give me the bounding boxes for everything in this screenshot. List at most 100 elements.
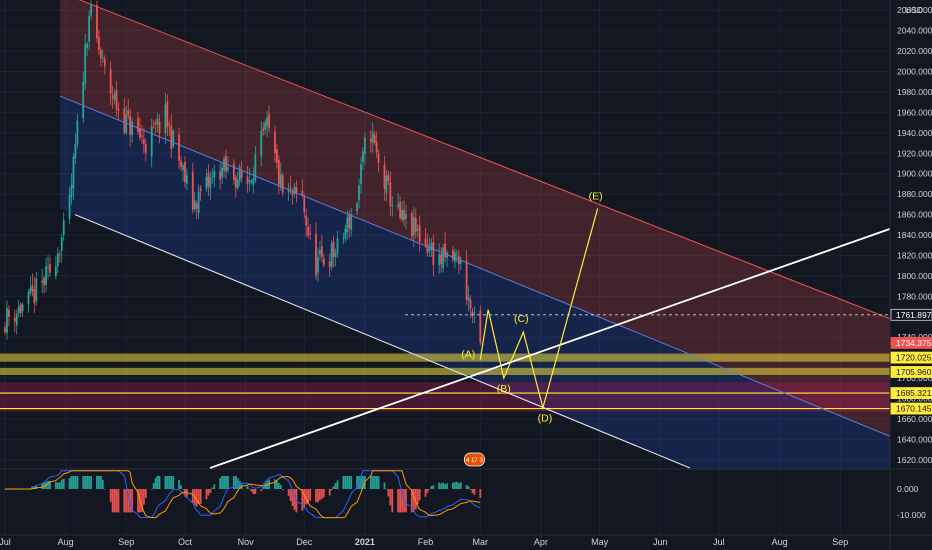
histogram-bar [182,489,184,490]
histogram-bar [150,488,153,490]
histogram-bar [428,489,431,490]
histogram-bar [309,489,312,501]
candle-body [274,131,276,153]
histogram-bar [315,489,317,502]
histogram-bar [426,489,429,493]
candle-body [410,213,413,237]
histogram-bar [211,487,214,489]
price-tag-text: 1670.145 [896,404,932,414]
histogram-bar [195,489,198,507]
histogram-bar [154,477,157,489]
y-tick-label: 1840.000 [897,230,932,240]
candle-body [152,124,155,125]
histogram-bar [342,476,345,489]
zones [0,0,890,469]
histogram-bar [432,485,435,489]
histogram-bar [129,489,132,513]
candle-body [193,200,196,209]
candle-body [455,252,458,254]
candle-body [328,261,331,267]
histogram-bar [371,476,374,489]
histogram-bar [142,489,145,505]
candle-body [465,260,468,300]
candle-body [72,156,75,188]
candle-body [291,190,294,196]
candle-body [142,139,145,145]
candle-body [358,185,360,201]
histogram-bar [170,476,173,489]
candle-body [438,254,441,266]
candle-body [360,164,362,184]
candle-body [389,182,392,206]
candle-body [268,113,270,129]
candle-body [287,189,290,193]
support-zone [0,367,890,375]
candle-body [397,204,400,208]
histogram-bar [356,476,358,489]
price-tag [890,351,932,364]
candle-body [334,253,337,257]
histogram-bar [401,489,403,513]
histogram-bar [62,478,65,489]
candle-body [29,287,32,294]
candle-body [41,280,44,283]
candle-body [178,134,180,161]
candle-body [227,167,229,170]
candle-body [168,124,171,126]
histogram-bar [164,476,167,489]
candle-body [260,131,263,157]
histogram-bar [430,485,433,489]
histogram-bar [225,476,227,489]
candle-body [350,213,353,230]
histogram-bar [293,489,296,511]
histogram-bar [168,476,171,489]
candle-body [21,304,24,312]
histogram-bar [197,489,200,505]
histogram-bar [465,484,468,489]
grid [0,0,890,535]
candle-body [320,246,323,257]
candle-body [207,172,210,187]
price-tag [890,366,932,378]
candle-body [399,202,402,219]
candle-body [401,209,403,220]
histogram-bar [103,489,106,490]
histogram-bar [301,489,304,511]
resistance-band [0,382,890,412]
candle-body [70,185,73,197]
candle-body [13,317,16,322]
histogram-bar [330,489,333,491]
histogram-bar [328,489,331,496]
candle-body [424,238,427,245]
histogram-bar [438,482,441,489]
x-tick-label: Oct [178,537,193,547]
candle-body [62,220,65,236]
candle-body [49,263,51,273]
candle-body [6,307,8,333]
histogram-bar [99,476,102,489]
candle-body [166,101,169,128]
candle-body [88,15,91,42]
support-zone [0,353,890,362]
x-tick-label: Jul [0,537,11,547]
histogram-bar [287,489,290,496]
candle-body [377,153,380,163]
candle-body [279,174,282,188]
candle-body [275,148,278,163]
candle-body [303,197,306,213]
histogram-bar [383,482,386,489]
price-tag [890,387,932,399]
price-tag-text: 1761.897 [896,310,932,320]
candle-body [82,82,85,119]
candle-body [254,154,257,181]
candle-body [4,327,6,333]
candle-body [391,205,394,206]
lower-channel-line [74,214,691,469]
histogram-bar [56,482,59,489]
histogram-bar [86,476,89,489]
wave-label: (D) [538,413,553,425]
candle-body [141,135,143,137]
y-tick-label: 1940.000 [897,128,932,138]
histogram-bar [348,476,351,489]
